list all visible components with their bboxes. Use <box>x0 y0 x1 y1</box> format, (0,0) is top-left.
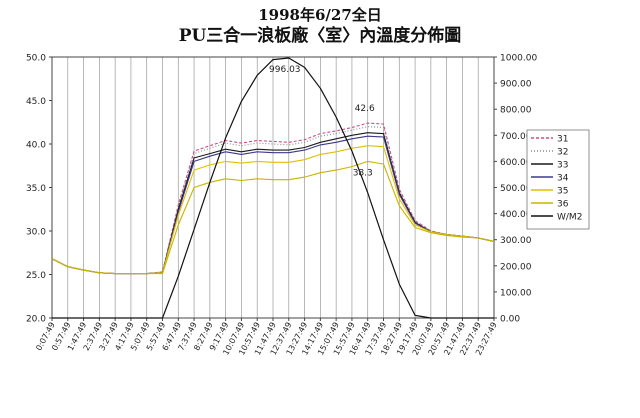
legend-label: 32 <box>557 148 568 158</box>
series-line-w-m2 <box>52 57 494 319</box>
y-tick-label: 25.0 <box>26 271 46 281</box>
y2-tick-label: 800.00 <box>500 106 532 116</box>
annotations: 996.03 42.6 38.3 <box>269 65 375 178</box>
legend-box <box>526 129 590 230</box>
y2-tick-label: 400.00 <box>500 210 532 220</box>
y2-tick-label: 700.00 <box>500 132 532 142</box>
y-tick-label: 30.0 <box>26 228 46 238</box>
annotation-max-temp: 42.6 <box>355 104 375 114</box>
y2-tick-label: 300.00 <box>500 236 532 246</box>
y2-tick-label: 900.00 <box>500 80 532 90</box>
legend-label: 35 <box>557 187 568 197</box>
y-tick-label: 20.0 <box>26 315 46 325</box>
y-tick-label: 50.0 <box>26 54 46 64</box>
y2-tick-label: 1000.00 <box>500 54 537 64</box>
chart-title: 1998年6/27全日 <box>258 6 382 24</box>
gridlines <box>51 57 495 318</box>
legend-label: 31 <box>557 135 568 145</box>
y-tick-label: 45.0 <box>26 97 46 107</box>
annotation-peak-radiation: 996.03 <box>269 65 301 75</box>
legend-label: 36 <box>557 200 569 210</box>
chart-subtitle: PU三合一浪板廠〈室〉內溫度分佈圖 <box>178 26 462 46</box>
legend-label: 33 <box>557 161 568 171</box>
series-line-36 <box>51 160 495 275</box>
annotation-min-peak-temp: 38.3 <box>353 168 373 178</box>
y2-tick-label: 100.00 <box>500 288 532 298</box>
y2-tick-label: 500.00 <box>500 184 532 194</box>
legend-label: W/M2 <box>557 213 582 223</box>
y2-tick-label: 600.00 <box>500 158 532 168</box>
y-tick-label: 40.0 <box>26 141 46 151</box>
legend: 31 32 33 34 35 36 W/M2 <box>526 129 590 230</box>
y2-tick-label: 200.00 <box>500 262 532 272</box>
y2-tick-label: 0.00 <box>500 315 520 325</box>
series-lines <box>51 57 495 319</box>
legend-label: 34 <box>557 174 569 184</box>
y-tick-label: 35.0 <box>26 184 46 194</box>
axes: 20.0 25.0 30.0 35.0 40.0 45.0 50.0 0.00 100.00 20… <box>26 54 538 357</box>
